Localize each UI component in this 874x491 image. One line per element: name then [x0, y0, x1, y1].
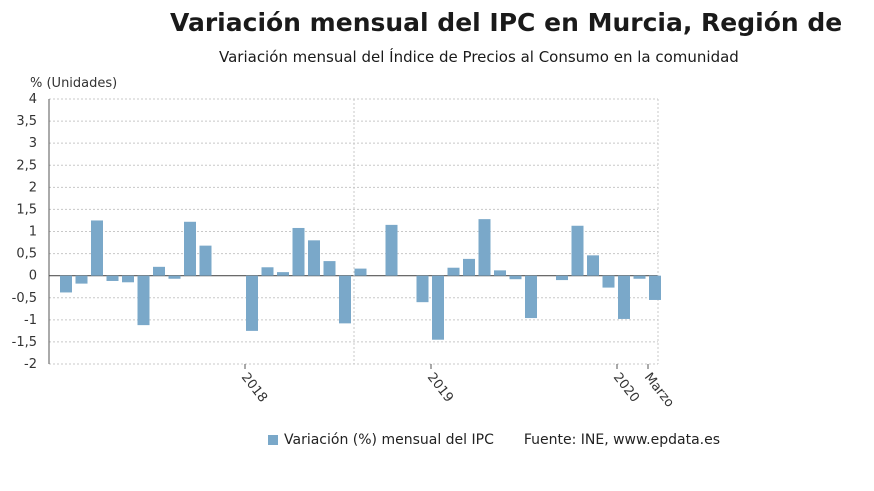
bar	[432, 275, 444, 340]
chart-title: Variación mensual del IPC en Murcia, Reg…	[170, 8, 843, 37]
legend-label: Variación (%) mensual del IPC	[284, 432, 494, 448]
bar	[261, 267, 274, 276]
source-text: Fuente: INE, www.epdata.es	[523, 432, 721, 448]
bar	[494, 270, 506, 276]
bar	[447, 267, 460, 276]
grid-lines	[48, 98, 659, 365]
y-tick-label: -2	[24, 357, 37, 372]
bar	[323, 261, 336, 276]
bar	[339, 275, 351, 324]
x-tick-label: Marzo	[641, 370, 677, 410]
bar	[463, 258, 475, 276]
y-tick-label: -1	[24, 313, 37, 328]
chart-subtitle: Variación mensual del Índice de Precios …	[219, 48, 739, 66]
bar	[153, 266, 165, 276]
y-tick-label: 2	[29, 180, 37, 195]
y-tick-label: 1	[29, 225, 37, 240]
y-tick-label: 1,5	[16, 202, 37, 217]
bar	[75, 275, 88, 284]
y-tick-label: 4	[29, 92, 37, 107]
y-tick-label: -0,5	[12, 291, 37, 306]
bar	[308, 240, 320, 276]
y-tick-label: 3	[29, 136, 37, 151]
bar	[60, 275, 72, 293]
bar	[478, 219, 491, 276]
bar	[184, 221, 196, 276]
bar	[571, 225, 584, 276]
y-axis-label: % (Unidades)	[30, 76, 117, 91]
y-tick-label: -1,5	[12, 335, 37, 350]
bar	[385, 224, 398, 276]
bar	[618, 275, 630, 319]
bar	[525, 275, 537, 319]
bar	[602, 275, 615, 288]
bar	[354, 268, 367, 276]
bar	[246, 275, 258, 331]
legend-swatch	[268, 435, 278, 445]
bar	[199, 245, 212, 276]
bar-series	[60, 219, 661, 340]
y-tick-label: 0,5	[16, 247, 37, 262]
bar	[137, 275, 150, 326]
y-tick-label: 3,5	[16, 114, 37, 129]
bar	[292, 227, 305, 276]
bar	[509, 275, 522, 280]
bar	[633, 275, 646, 279]
legend: Variación (%) mensual del IPC Fuente: IN…	[268, 432, 720, 448]
x-tick-label: 2019	[424, 370, 456, 405]
bar	[416, 275, 429, 303]
x-tick-label: 2018	[238, 370, 270, 405]
bar	[556, 275, 568, 281]
y-axis: 4 3,5 3 2,5 2 1,5 1 0,5 0 -0,5 -1 -1,5 -2	[12, 92, 37, 372]
bar	[106, 275, 119, 281]
x-tick-label: 2020	[610, 370, 642, 405]
bar	[122, 275, 134, 283]
bar	[168, 275, 181, 279]
bar	[587, 255, 599, 276]
bar	[91, 220, 103, 276]
bar	[277, 272, 289, 276]
bar	[649, 275, 661, 300]
y-tick-label: 2,5	[16, 158, 37, 173]
y-tick-label: 0	[29, 269, 37, 284]
